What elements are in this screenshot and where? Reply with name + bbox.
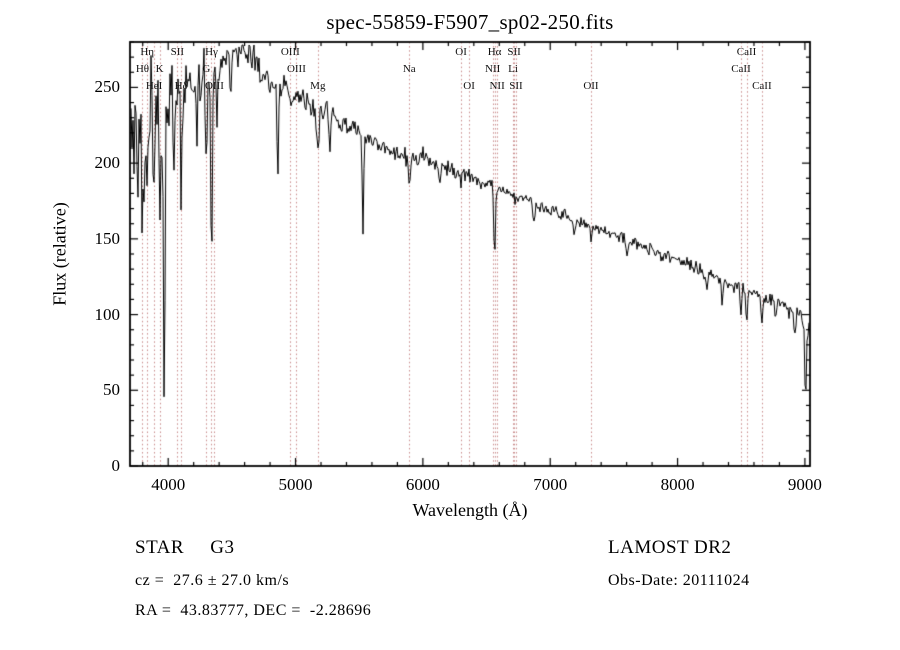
spectral-line-label: OIII	[286, 63, 306, 75]
plot-title: spec-55859-F5907_sp02-250.fits	[326, 10, 614, 34]
spectral-line-label: Hα	[487, 46, 502, 58]
spectral-line-label: OIII	[280, 46, 300, 58]
spectral-line-label: CaII	[752, 80, 772, 92]
spectral-line-label: G	[202, 63, 211, 75]
spectral-line-label: Hη	[140, 46, 155, 58]
y-tick-label: 50	[103, 380, 120, 400]
spectral-line-label: OII	[583, 80, 599, 92]
spectral-line-label: Li	[508, 63, 518, 75]
x-tick-label: 7000	[533, 475, 568, 494]
spectral-line-label: K	[155, 63, 164, 75]
spectral-line-label: NII	[485, 63, 501, 75]
x-tick-label: 9000	[787, 475, 822, 494]
x-tick-label: 6000	[405, 475, 440, 494]
spectral-line-label: NII	[489, 80, 505, 92]
spectral-line-label: Mg	[310, 80, 326, 92]
spectral-line-label: SII	[170, 46, 185, 58]
spectral-line-label: OI	[463, 80, 475, 92]
survey-label: LAMOST DR2	[608, 537, 732, 558]
y-tick-label: 0	[111, 456, 121, 475]
obs-date: Obs-Date: 20111024	[608, 572, 750, 589]
spectral-line-label: CaII	[736, 46, 757, 58]
x-tick-label: 4000	[151, 475, 186, 494]
x-tick-label: 5000	[278, 475, 313, 494]
spectral-line-label: CaII	[731, 63, 751, 75]
ra-dec-coordinates: RA = 43.83777, DEC = -2.28696	[135, 602, 372, 619]
spectral-line-label: OI	[455, 46, 467, 58]
y-tick-label: 250	[94, 77, 121, 97]
spectral-line-label: Na	[402, 63, 416, 75]
spectral-line-label: Hδ	[174, 80, 188, 92]
spectral-line-label: SII	[509, 80, 523, 92]
cz-value: cz = 27.6 ± 27.0 km/s	[135, 572, 290, 589]
spectral-line-label: SII	[507, 46, 521, 58]
x-tick-label: 8000	[660, 475, 695, 494]
spectral-line-label: HeI	[145, 80, 163, 92]
y-tick-label: 150	[94, 228, 121, 248]
y-tick-label: 200	[94, 153, 121, 173]
y-tick-label: 100	[94, 304, 121, 324]
y-axis-label: Flux (relative)	[49, 202, 70, 306]
spectral-line-label: Hθ	[135, 63, 150, 75]
x-axis-label: Wavelength (Å)	[412, 500, 528, 520]
object-class-label: STAR G3	[135, 537, 235, 558]
spectral-line-label: OIII	[204, 80, 224, 92]
spectral-line-label: Hγ	[205, 46, 218, 58]
